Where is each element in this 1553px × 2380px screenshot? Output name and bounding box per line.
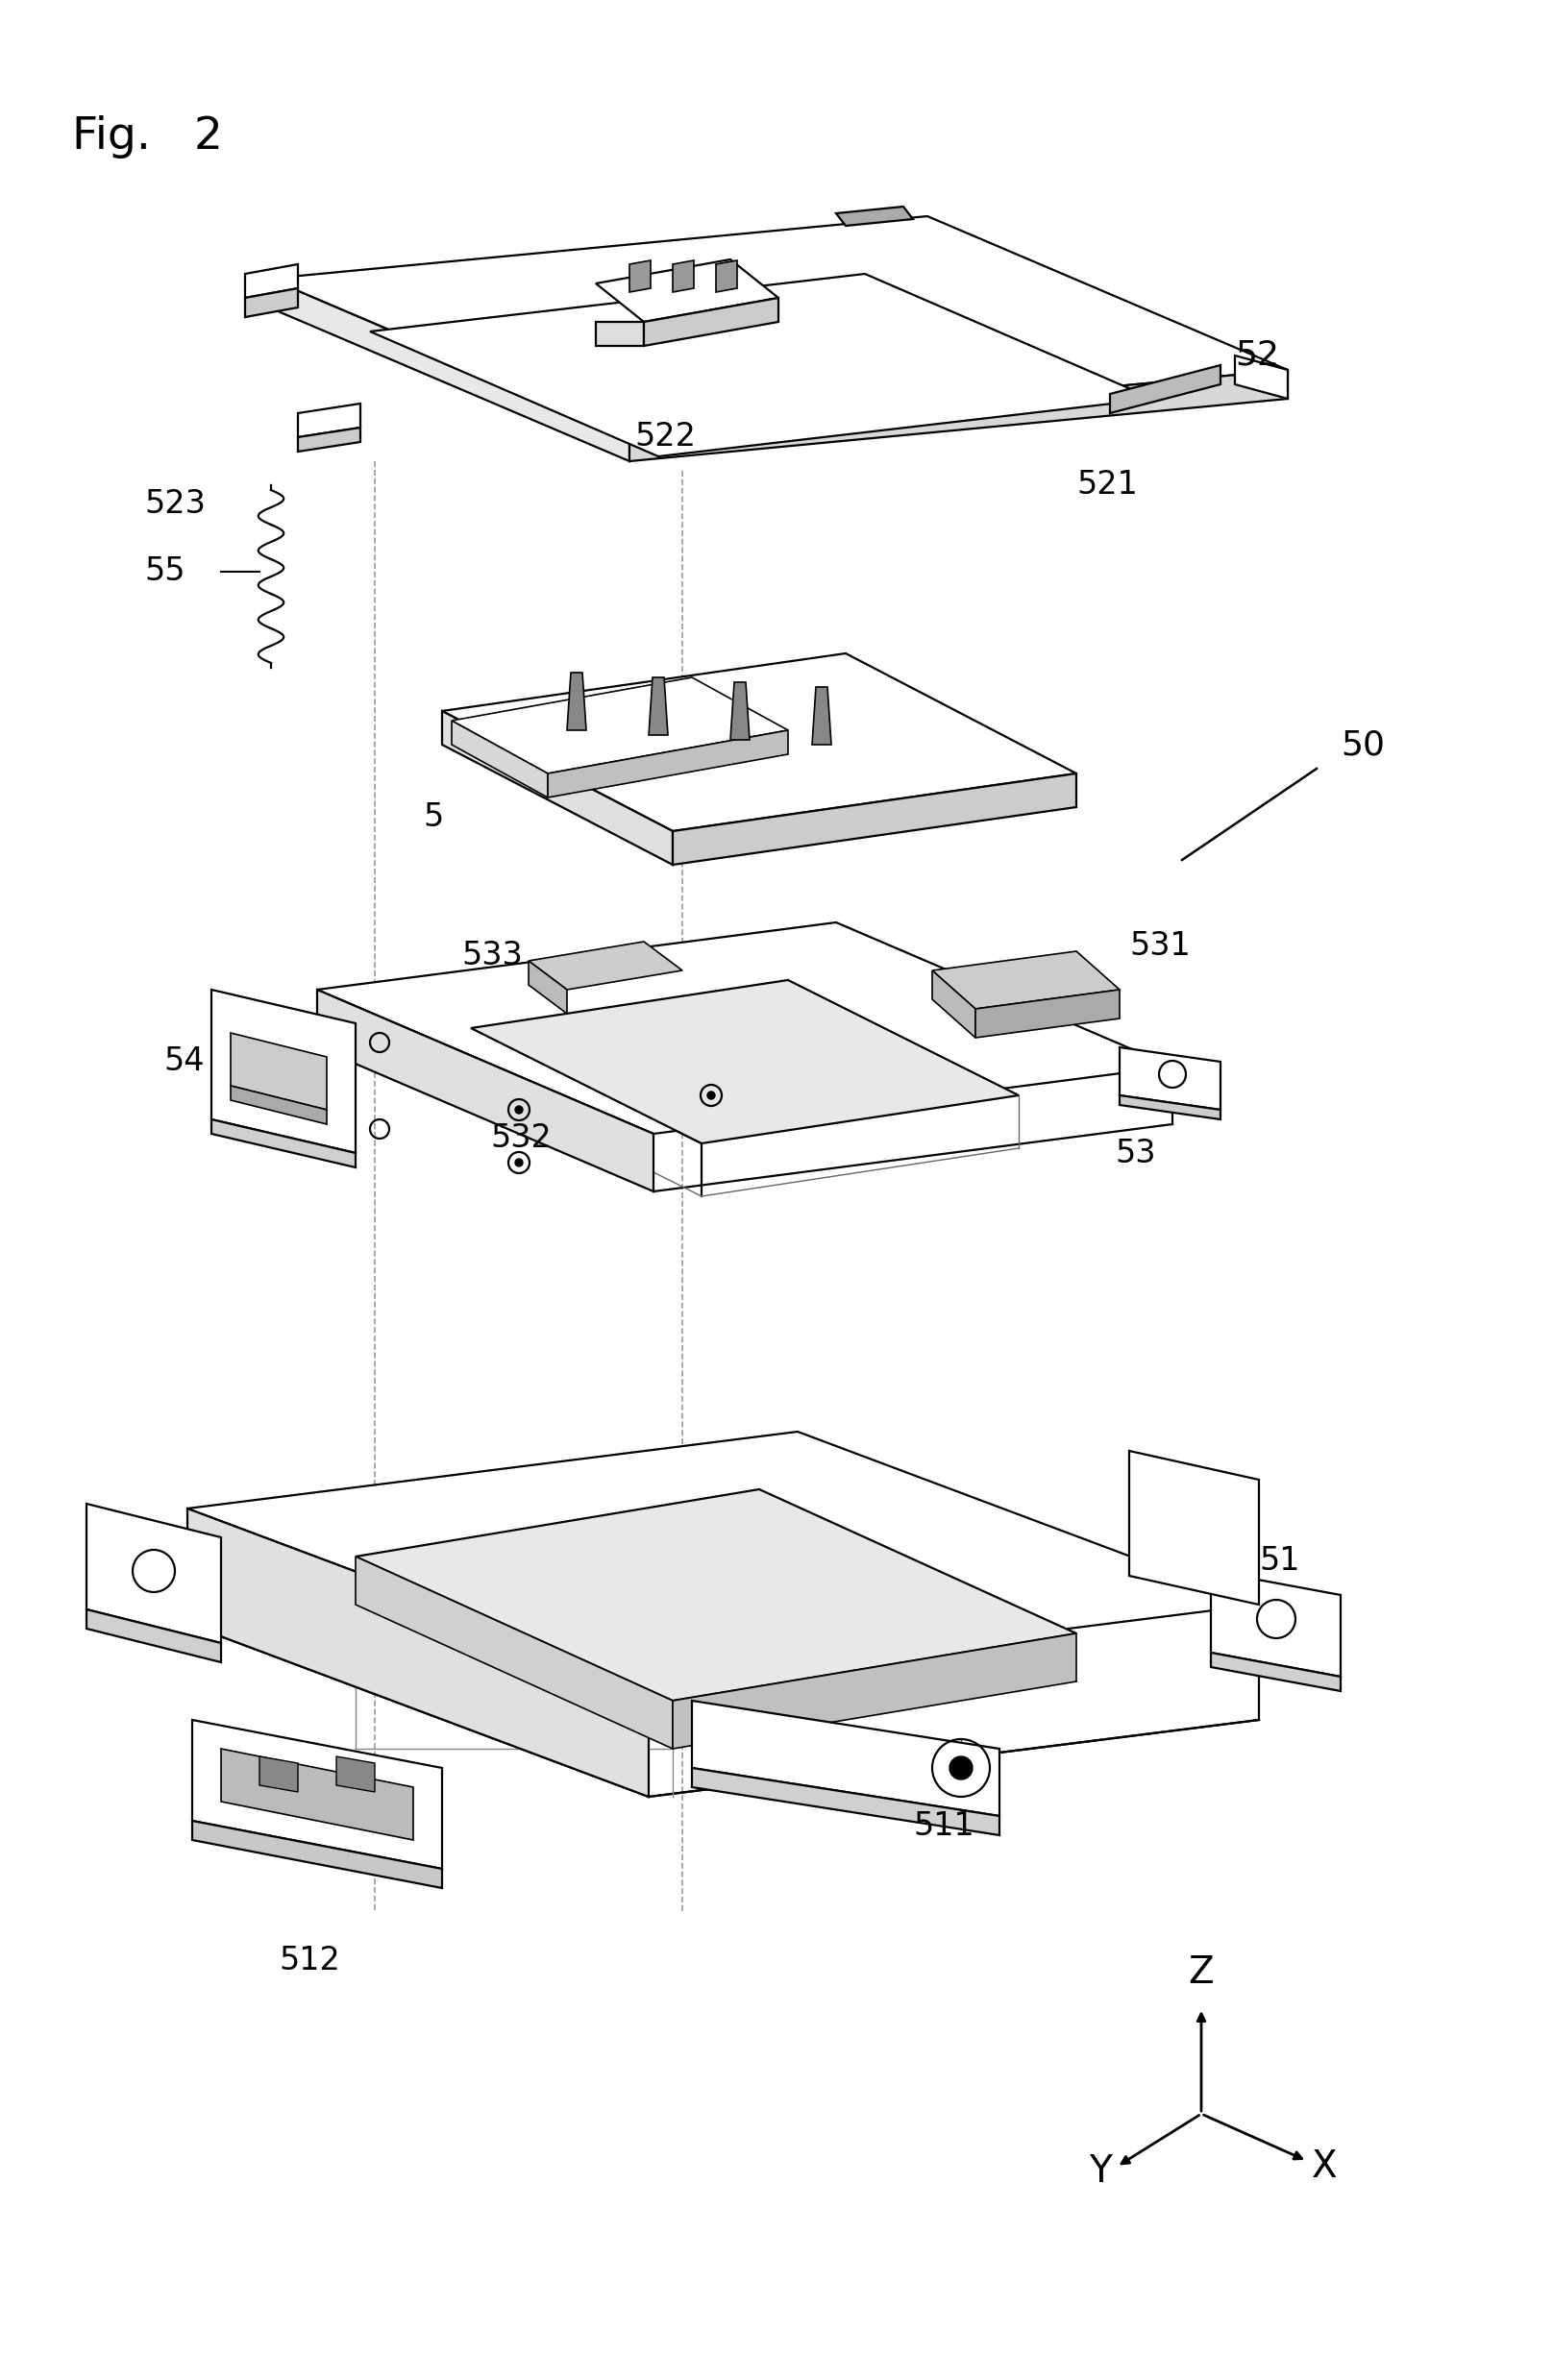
Polygon shape [1120, 1047, 1221, 1109]
Text: 533: 533 [461, 940, 522, 971]
Polygon shape [443, 654, 1076, 831]
Polygon shape [317, 990, 654, 1192]
Polygon shape [528, 942, 682, 990]
Polygon shape [356, 1557, 672, 1749]
Text: 511: 511 [913, 1809, 974, 1842]
Polygon shape [356, 1490, 1076, 1702]
Text: 523: 523 [144, 488, 205, 521]
Text: 532: 532 [491, 1123, 551, 1154]
Polygon shape [370, 274, 1154, 457]
Polygon shape [188, 1509, 649, 1797]
Polygon shape [298, 405, 360, 438]
Polygon shape [672, 259, 694, 293]
Text: 521: 521 [1076, 469, 1138, 502]
Polygon shape [298, 428, 360, 452]
Text: 51: 51 [1259, 1545, 1300, 1578]
Polygon shape [1110, 364, 1221, 414]
Text: 5: 5 [422, 800, 443, 833]
Polygon shape [245, 288, 298, 317]
Text: X: X [1312, 2149, 1337, 2185]
Polygon shape [452, 678, 787, 774]
Polygon shape [629, 259, 651, 293]
Polygon shape [245, 264, 298, 298]
Text: 522: 522 [634, 421, 696, 452]
Polygon shape [1120, 1095, 1221, 1119]
Polygon shape [1211, 1571, 1340, 1676]
Polygon shape [193, 1821, 443, 1887]
Polygon shape [812, 688, 831, 745]
Text: Y: Y [1089, 2154, 1112, 2190]
Polygon shape [452, 721, 548, 797]
Polygon shape [672, 774, 1076, 864]
Polygon shape [975, 990, 1120, 1038]
Polygon shape [596, 259, 778, 321]
Text: 531: 531 [1129, 931, 1191, 962]
Polygon shape [269, 278, 629, 462]
Circle shape [707, 1092, 714, 1100]
Polygon shape [649, 678, 668, 735]
Text: Z: Z [1188, 1954, 1214, 1990]
Polygon shape [567, 674, 585, 731]
Polygon shape [471, 981, 1019, 1142]
Polygon shape [231, 1085, 326, 1123]
Text: 52: 52 [1235, 340, 1280, 371]
Text: 53: 53 [1115, 1138, 1155, 1169]
Polygon shape [231, 1033, 326, 1109]
Polygon shape [528, 962, 567, 1014]
Polygon shape [693, 1768, 1000, 1835]
Circle shape [949, 1756, 972, 1780]
Polygon shape [269, 217, 1287, 433]
Circle shape [516, 1159, 523, 1166]
Polygon shape [932, 952, 1120, 1009]
Polygon shape [730, 683, 750, 740]
Polygon shape [87, 1504, 221, 1642]
Polygon shape [337, 1756, 374, 1792]
Polygon shape [716, 259, 738, 293]
Polygon shape [188, 1433, 1259, 1680]
Polygon shape [629, 369, 1287, 462]
Polygon shape [596, 321, 644, 345]
Polygon shape [932, 971, 975, 1038]
Polygon shape [87, 1609, 221, 1661]
Text: 50: 50 [1340, 728, 1385, 762]
Polygon shape [211, 1119, 356, 1169]
Polygon shape [221, 1749, 413, 1840]
Polygon shape [644, 298, 778, 345]
Polygon shape [1235, 355, 1287, 400]
Polygon shape [672, 1633, 1076, 1749]
Text: 512: 512 [278, 1944, 340, 1975]
Polygon shape [317, 923, 1173, 1133]
Circle shape [516, 1107, 523, 1114]
Text: 55: 55 [144, 557, 185, 588]
Polygon shape [193, 1721, 443, 1868]
Polygon shape [548, 731, 787, 797]
Polygon shape [1129, 1452, 1259, 1604]
Polygon shape [1211, 1652, 1340, 1692]
Text: 54: 54 [163, 1045, 203, 1078]
Polygon shape [836, 207, 913, 226]
Polygon shape [259, 1756, 298, 1792]
Polygon shape [693, 1702, 1000, 1816]
Polygon shape [211, 990, 356, 1152]
Polygon shape [443, 712, 672, 864]
Text: Fig.   2: Fig. 2 [71, 114, 224, 159]
